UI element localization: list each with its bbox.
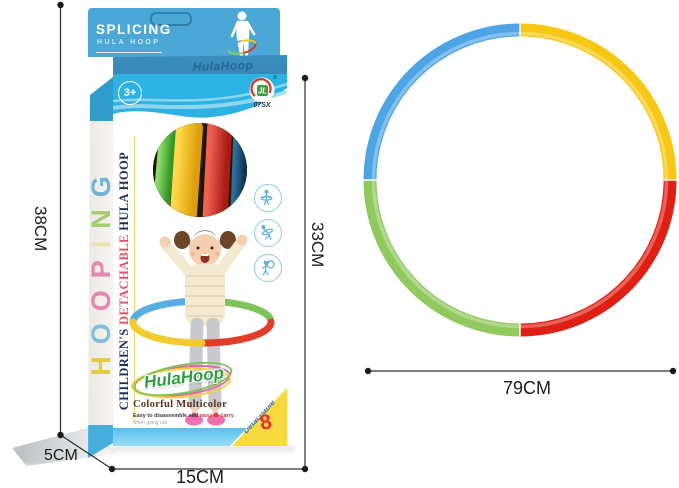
activity-icon-arm-hoop [254,254,282,282]
subtitle-colorful-multicolor: Colorful Multicolor [133,399,228,410]
box-top-face: HulaHoop [113,55,287,78]
feature-red: easy to carry [199,413,234,419]
flap-title: SPLICING [96,22,172,37]
dim-box-width: 15CM [176,467,225,487]
box-hanging-flap: SPLICING HULA HOOP [88,8,280,57]
dim-box-height: 38CM [31,206,50,252]
feature-line: Easy to disassemble and easy to carry [133,413,234,419]
brand-code: 07SX [253,102,271,109]
activity-icon-waist-hoop [254,184,282,212]
registered-mark: ® [273,75,277,81]
feature-line-gray: when going out [133,420,167,426]
box-front-face: 3+ JL ® 07SX [113,74,287,446]
activity-icon-bend-hoop [254,219,282,247]
dim-hoop-diameter: 79CM [503,378,552,398]
euro-hang-slot [150,12,192,26]
vertical-divider-rule [134,136,135,422]
svg-text:JL: JL [258,87,267,96]
flap-subtitle: HULA HOOP [97,39,161,46]
hula-person-silhouette-icon [227,11,257,56]
flap-underline [96,52,162,53]
brand-logo-icon: JL [249,77,275,103]
box-under-shadow [110,446,294,454]
dim-front-height: 33CM [308,222,327,268]
assembled-hoop-image [363,23,677,337]
dim-box-depth: 5CM [44,447,78,464]
child-with-hoop-illustration [129,230,275,426]
age-badge: 3+ [118,81,142,105]
feature-bold: Easy to disassemble and [133,413,200,419]
